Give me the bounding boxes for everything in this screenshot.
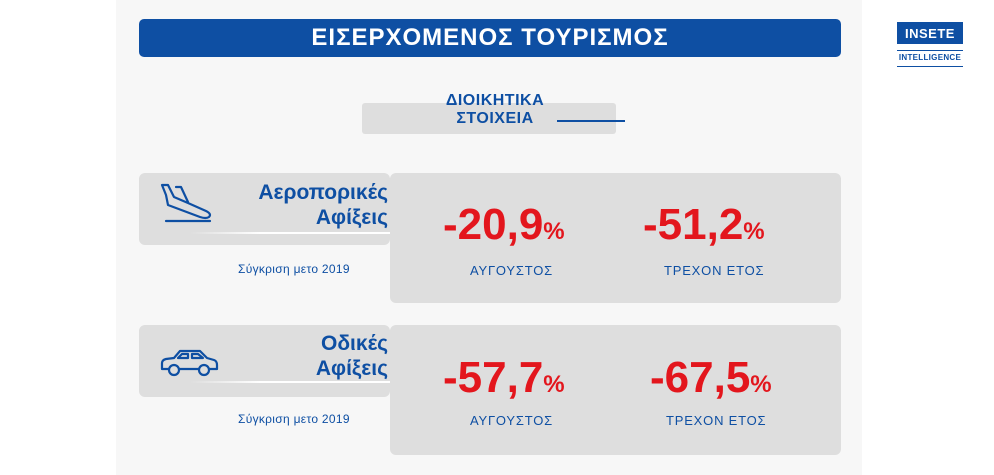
subheading-box (362, 103, 616, 134)
page-title: ΕΙΣΕΡΧΟΜΕΝΟΣ ΤΟΥΡΙΣΜΟΣ (139, 19, 841, 57)
air-label-line2: Αφίξεις (315, 206, 388, 229)
road-label-line1: Οδικές (320, 332, 388, 355)
air-ytd-value: -51,2% (643, 202, 765, 255)
air-ytd-number: -51,2 (643, 200, 744, 249)
road-label-underline (190, 381, 390, 383)
road-comparison-note: Σύγκριση μετο 2019 (238, 412, 350, 426)
road-august-unit: % (543, 371, 565, 398)
air-stats-card (390, 173, 841, 303)
subheading-accent-line (557, 120, 625, 122)
air-august-number: -20,9 (443, 200, 544, 249)
air-arrivals-label: Αεροπορικές Αφίξεις (200, 180, 388, 230)
logo-subtitle: INTELLIGENCE (898, 53, 962, 62)
air-august-unit: % (543, 218, 565, 245)
road-august-period: ΑΥΓΟΥΣΤΟΣ (470, 413, 553, 428)
road-august-number: -57,7 (443, 353, 544, 402)
road-label-card (139, 325, 390, 397)
subheading: ΔΙΟΙΚΗΤΙΚΑ ΣΤΟΙΧΕΙΑ (420, 92, 570, 128)
road-ytd-unit: % (750, 371, 772, 398)
air-ytd-period: ΤΡΕΧΟΝ ΕΤΟΣ (664, 263, 765, 278)
air-ytd-unit: % (743, 218, 765, 245)
subheading-line1: ΔΙΟΙΚΗΤΙΚΑ (445, 92, 545, 109)
subheading-line2: ΣΤΟΙΧΕΙΑ (456, 110, 534, 127)
air-august-value: -20,9% (443, 202, 565, 255)
air-comparison-note: Σύγκριση μετο 2019 (238, 262, 350, 276)
air-label-underline (190, 232, 390, 234)
air-label-line1: Αεροπορικές (258, 181, 388, 204)
insete-logo: INSETE INTELLIGENCE (897, 22, 965, 70)
road-label-line2: Αφίξεις (315, 357, 388, 380)
road-ytd-period: ΤΡΕΧΟΝ ΕΤΟΣ (666, 413, 767, 428)
road-stats-card (390, 325, 841, 455)
airplane-landing-icon (160, 183, 212, 223)
logo-divider-bottom (897, 66, 963, 67)
logo-divider (897, 50, 963, 51)
road-august-value: -57,7% (443, 355, 565, 408)
road-arrivals-label: Οδικές Αφίξεις (200, 331, 388, 381)
car-icon (160, 349, 219, 377)
logo-brand: INSETE (897, 22, 963, 44)
road-ytd-value: -67,5% (650, 355, 772, 408)
air-august-period: ΑΥΓΟΥΣΤΟΣ (470, 263, 553, 278)
road-ytd-number: -67,5 (650, 353, 751, 402)
